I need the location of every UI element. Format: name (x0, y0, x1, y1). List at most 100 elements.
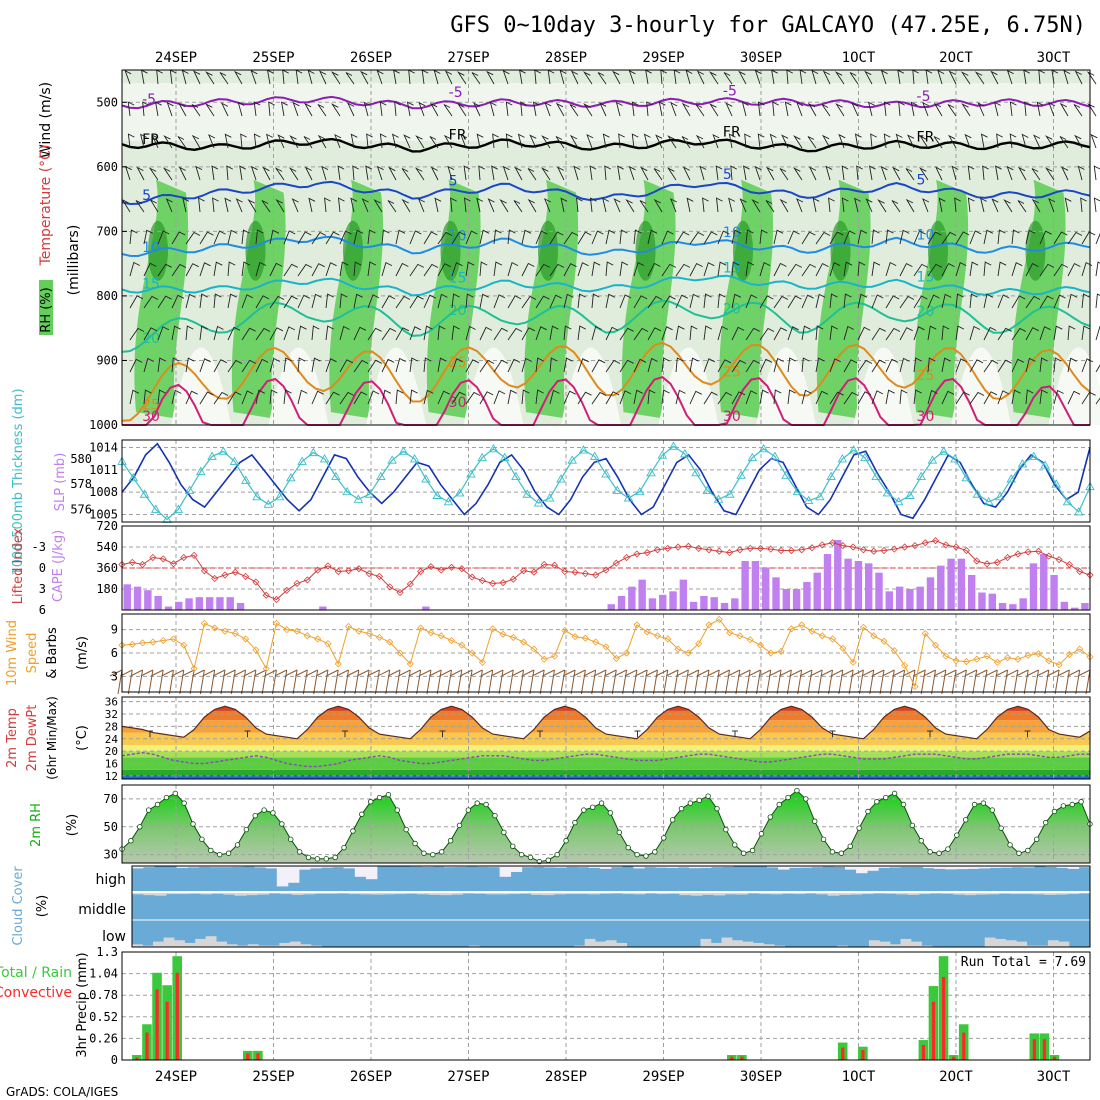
low-cloud-cell (174, 940, 185, 947)
wind-barb (274, 167, 285, 181)
cape-bar (937, 565, 945, 610)
wind-barb (235, 198, 243, 213)
surface-wind-barb (367, 669, 380, 695)
rh-marker (1025, 847, 1031, 854)
middle-cloud-clear-cell (816, 893, 828, 895)
date-label-top: 30SEP (740, 50, 782, 66)
wind-barb (520, 101, 527, 117)
chart-title: GFS 0~10day 3-hourly for GALCAYO (47.25E… (450, 13, 1086, 38)
wind-speed-marker (396, 649, 404, 657)
wind-barb (1025, 263, 1039, 277)
wind-barb (451, 325, 460, 341)
wind-barb (1053, 389, 1064, 405)
rh-marker (1078, 799, 1084, 805)
wind-speed-marker (489, 625, 497, 633)
wind-barb (871, 261, 881, 277)
wind-barb (1064, 197, 1072, 213)
min-max-whisker (537, 730, 543, 738)
wind-barb (185, 390, 198, 405)
wind-barb (255, 295, 270, 309)
rh-marker (154, 801, 161, 808)
min-max-whisker (927, 730, 933, 738)
rh-marker (661, 835, 667, 841)
lifted-index-marker (983, 560, 991, 568)
precip-total-legend: Total / Rain (0, 965, 72, 981)
wind-barb (211, 165, 219, 181)
wind-tick-label: 6 (111, 646, 118, 660)
high-cloud-clear-cell (343, 866, 356, 869)
wind-barb (796, 101, 804, 117)
wind-speed-marker (520, 638, 528, 646)
rh-marker (669, 817, 676, 823)
wind-barb (787, 295, 802, 309)
lifted-index-marker (643, 549, 651, 557)
wind-barb (745, 327, 760, 341)
surface-wind-barb (531, 669, 545, 695)
wind-barb (757, 133, 765, 149)
upper-air-frame (121, 69, 1091, 426)
pressure-tick-label: 800 (96, 289, 118, 303)
wind-barb (933, 136, 943, 149)
wind-barb (241, 229, 250, 245)
wind-barb (325, 391, 340, 405)
thickness-marker (668, 441, 679, 450)
thickness-marker (409, 454, 420, 463)
wind-barb (277, 134, 285, 149)
rh-saturated-core (830, 220, 851, 281)
cape-bar (1040, 554, 1048, 610)
wind-barb (1053, 357, 1062, 373)
wind-barb (325, 293, 334, 309)
wind-barb (1053, 294, 1066, 309)
precip-convective-bar (165, 1001, 169, 1060)
high-cloud-clear-cell (633, 866, 645, 869)
surface-wind-barb (717, 669, 731, 695)
precip-convective-bar (175, 972, 179, 1060)
date-label-top: 25SEP (252, 50, 294, 66)
wind-barb (193, 70, 201, 85)
wind-barb (599, 102, 607, 117)
wind-barb (334, 133, 342, 149)
wind-barb (493, 390, 506, 405)
thickness-marker (781, 470, 791, 479)
precip-tick-label: 0 (111, 1053, 118, 1067)
thickness-marker (443, 496, 454, 506)
run-total-label: Run Total = 7.69 (961, 955, 1086, 970)
wind-barb (157, 230, 170, 245)
wind-barb (602, 197, 610, 213)
wind-barb (143, 389, 152, 405)
wind-barb (381, 295, 396, 309)
wind-speed-marker (633, 621, 641, 629)
thickness-marker (567, 455, 578, 464)
wind-barb (262, 166, 271, 181)
temp-contour-label: 5 (723, 167, 732, 183)
thickness-marker (725, 489, 735, 498)
wind-barb (731, 391, 746, 405)
warm-dry-bulge (853, 347, 914, 425)
wind-barb (829, 391, 844, 405)
wind-barb (297, 231, 312, 245)
wind-speed-marker (1055, 661, 1063, 669)
wind-barb (913, 326, 925, 341)
wind-barb (199, 325, 208, 341)
wind-barb (885, 295, 900, 309)
surface-wind-barb (614, 669, 628, 695)
wind-barb (604, 165, 612, 181)
rh-marker (891, 790, 898, 797)
wind-barb (521, 389, 530, 405)
surface-wind-barb (758, 669, 772, 695)
surface-wind-barb (593, 669, 607, 695)
cape-bar (895, 586, 904, 610)
wind-barb (417, 198, 425, 213)
middle-cloud-clear-cell (964, 893, 977, 896)
wind-axis-label-4: (m/s) (75, 636, 90, 670)
wind-barb (871, 390, 884, 405)
wind-barb (885, 261, 897, 277)
lifted-index-marker (787, 546, 795, 555)
rh-marker (270, 810, 276, 816)
rh-marker (998, 825, 1004, 831)
wind-barb (731, 229, 742, 245)
wind-barb (960, 71, 971, 85)
lifted-index-marker (303, 576, 311, 584)
wind-speed-marker (447, 636, 456, 645)
